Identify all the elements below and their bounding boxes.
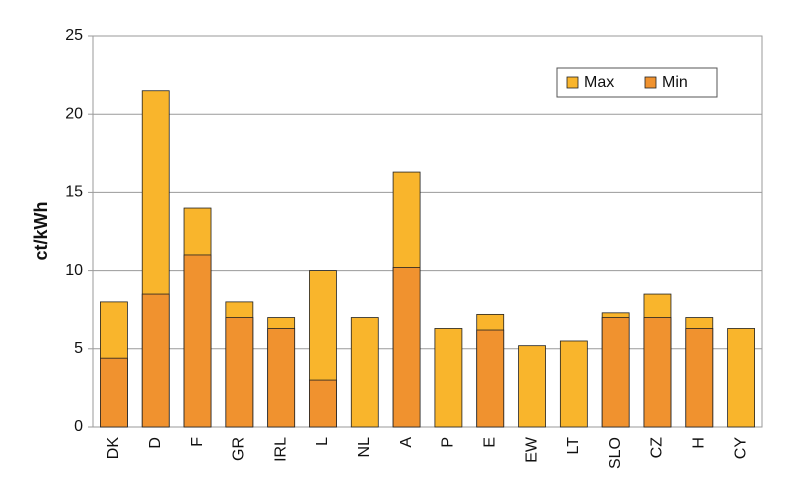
x-tick-label: CZ <box>649 437 666 459</box>
x-tick-label: A <box>398 437 415 448</box>
x-tick-label: IRL <box>272 437 289 462</box>
x-tick-label: H <box>691 437 708 449</box>
x-tick-label: SLO <box>607 437 624 469</box>
bar <box>727 328 755 428</box>
bar <box>225 317 254 428</box>
x-tick-label: F <box>189 437 206 447</box>
bar <box>267 328 296 428</box>
legend-label: Min <box>662 74 688 91</box>
x-tick-label: LT <box>565 437 582 455</box>
x-tick-label: P <box>440 437 457 448</box>
legend-swatch <box>644 76 657 89</box>
x-tick-label: D <box>147 437 164 449</box>
bar <box>518 345 546 428</box>
y-tick-label: 20 <box>65 105 83 122</box>
bar <box>100 357 128 428</box>
bar <box>309 379 337 428</box>
x-tick-label: GR <box>231 437 248 461</box>
x-tick-label: DK <box>105 437 122 460</box>
x-tick-label: EW <box>523 436 540 463</box>
bar <box>392 267 421 428</box>
bar <box>434 328 463 428</box>
x-tick-label: CY <box>732 437 749 460</box>
x-tick-label: L <box>314 437 331 446</box>
bar <box>559 340 588 428</box>
bar <box>476 329 505 428</box>
bar <box>601 317 630 428</box>
y-axis-label: ct/kWh <box>31 201 51 260</box>
legend-label: Max <box>584 74 614 91</box>
x-tick-label: NL <box>356 437 373 458</box>
bar <box>350 317 379 428</box>
plot-border <box>92 35 763 428</box>
y-tick-label: 15 <box>65 184 83 201</box>
bar <box>643 317 672 428</box>
y-tick-label: 5 <box>74 340 83 357</box>
legend-box <box>556 67 718 98</box>
y-tick-label: 10 <box>65 262 83 279</box>
bar <box>141 293 170 428</box>
legend-swatch <box>566 76 579 89</box>
bar <box>685 328 714 428</box>
y-tick-label: 25 <box>65 27 83 44</box>
x-tick-label: E <box>481 437 498 448</box>
y-tick-label: 0 <box>74 418 83 435</box>
bar <box>183 254 212 428</box>
